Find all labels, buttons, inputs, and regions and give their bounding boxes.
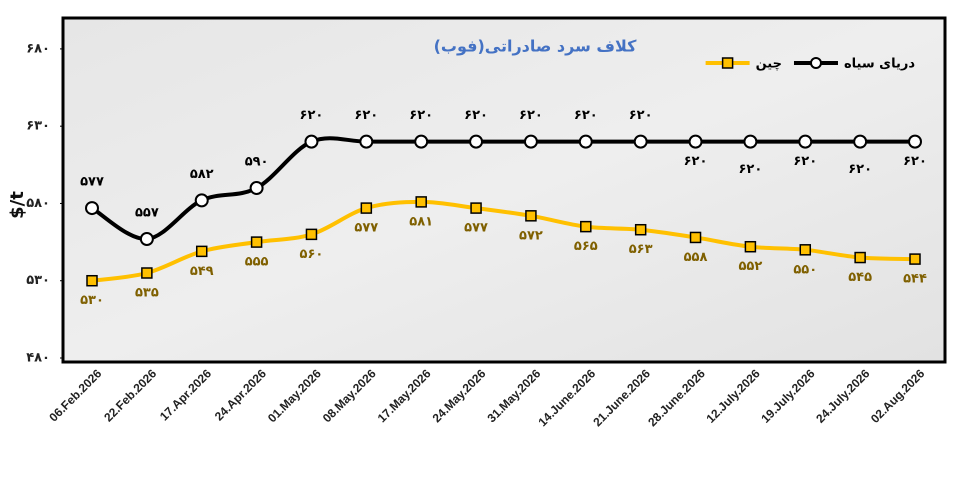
marker (360, 202, 373, 214)
value-label: ۵۵۰ (793, 262, 817, 277)
marker (908, 134, 922, 149)
value-label: ۶۲۰ (519, 108, 543, 123)
marker (141, 267, 153, 279)
marker (799, 244, 812, 256)
y-tick-label: ۶۳۰ (26, 119, 50, 134)
value-label: ۶۲۰ (354, 108, 378, 123)
value-label: ۶۲۰ (629, 108, 653, 123)
x-tick-label: 24.Apr.2026 (212, 366, 269, 423)
marker (688, 134, 703, 149)
value-label: ۵۷۷ (354, 221, 378, 236)
value-label: ۵۸۲ (190, 167, 214, 182)
x-tick-label: 12.July.2026 (703, 366, 763, 426)
x-tick-label: 17.May.2026 (375, 366, 434, 425)
value-label: ۵۹۰ (245, 155, 269, 170)
plot-area (61, 16, 947, 364)
marker (744, 240, 757, 253)
x-tick-label: 06.Feb.2026 (46, 366, 104, 424)
value-label: ۵۴۴ (903, 272, 927, 287)
marker (689, 231, 702, 244)
marker (580, 220, 592, 233)
value-label: ۵۳۰ (80, 293, 104, 308)
marker (743, 134, 758, 149)
value-label: ۶۲۰ (300, 108, 324, 123)
marker (523, 134, 538, 149)
x-tick-label: 31.May.2026 (484, 366, 543, 425)
marker (469, 134, 484, 149)
x-tick-label: 08.May.2026 (320, 366, 379, 425)
marker (249, 181, 264, 195)
value-label: ۵۵۵ (245, 255, 269, 270)
x-tick-label: 28.June.2026 (645, 366, 708, 429)
y-tick-label: ۵۸۰ (26, 196, 50, 211)
x-tick-label: 17.Apr.2026 (157, 366, 214, 423)
value-label: ۶۲۰ (848, 162, 872, 177)
marker (250, 236, 263, 248)
y-axis-label: $/t (7, 191, 28, 219)
y-tick-label: ۶۸۰ (26, 41, 50, 56)
marker (633, 134, 648, 149)
value-label: ۵۷۷ (80, 175, 104, 190)
marker (525, 210, 537, 222)
x-tick-label: 21.June.2026 (590, 366, 653, 429)
marker (853, 134, 868, 149)
value-label: ۵۵۲ (738, 259, 762, 274)
series-line (90, 136, 915, 241)
value-label: ۵۶۵ (574, 239, 598, 254)
marker (798, 134, 813, 149)
marker (304, 134, 319, 149)
value-label: ۵۳۵ (135, 286, 159, 301)
legend-label: چین (756, 57, 782, 72)
x-tick-label: 22.Feb.2026 (101, 366, 159, 424)
marker (854, 251, 866, 264)
marker (470, 202, 482, 214)
value-label: ۶۲۰ (409, 108, 433, 123)
value-label: ۵۷۷ (464, 221, 488, 236)
marker (139, 232, 154, 246)
value-label: ۵۸۱ (409, 214, 433, 229)
value-label: ۶۲۰ (793, 154, 817, 169)
legend-marker (721, 57, 734, 69)
value-label: ۵۶۳ (629, 242, 653, 257)
marker (195, 245, 208, 258)
value-label: ۵۵۷ (135, 206, 159, 221)
x-tick-label: 19.July.2026 (758, 366, 818, 426)
value-label: ۶۲۰ (903, 154, 927, 169)
value-label: ۶۲۰ (574, 108, 598, 123)
marker (415, 196, 427, 208)
value-label: ۵۷۲ (519, 228, 543, 243)
series-line (91, 199, 916, 283)
value-label: ۵۴۹ (190, 264, 214, 279)
marker (194, 193, 209, 208)
marker (578, 134, 593, 149)
marker (414, 134, 429, 149)
value-label: ۶۲۰ (738, 162, 762, 177)
marker (85, 201, 99, 216)
x-tick-label: 02.Aug.2026 (868, 366, 928, 426)
legend-marker (809, 57, 822, 69)
y-tick-label: ۵۳۰ (26, 273, 50, 288)
x-tick-label: 14.June.2026 (535, 366, 598, 429)
x-tick-label: 24.July.2026 (813, 366, 873, 426)
value-label: ۵۵۸ (684, 250, 708, 265)
y-tick-label: ۴۸۰ (26, 351, 50, 366)
marker (86, 274, 98, 287)
marker (634, 223, 647, 236)
marker (909, 253, 921, 265)
marker (305, 228, 318, 241)
x-tick-label: 24.May.2026 (430, 366, 489, 425)
value-label: ۵۴۵ (848, 270, 872, 285)
marker (359, 134, 374, 149)
chart-title: کلاف سرد صادراتی(فوب) (434, 37, 638, 56)
x-tick-label: 01.May.2026 (265, 366, 324, 425)
value-label: ۶۲۰ (684, 154, 708, 169)
value-label: ۵۶۰ (300, 247, 324, 262)
value-label: ۶۲۰ (464, 108, 488, 123)
legend-label: دریای سیاه (844, 57, 915, 72)
